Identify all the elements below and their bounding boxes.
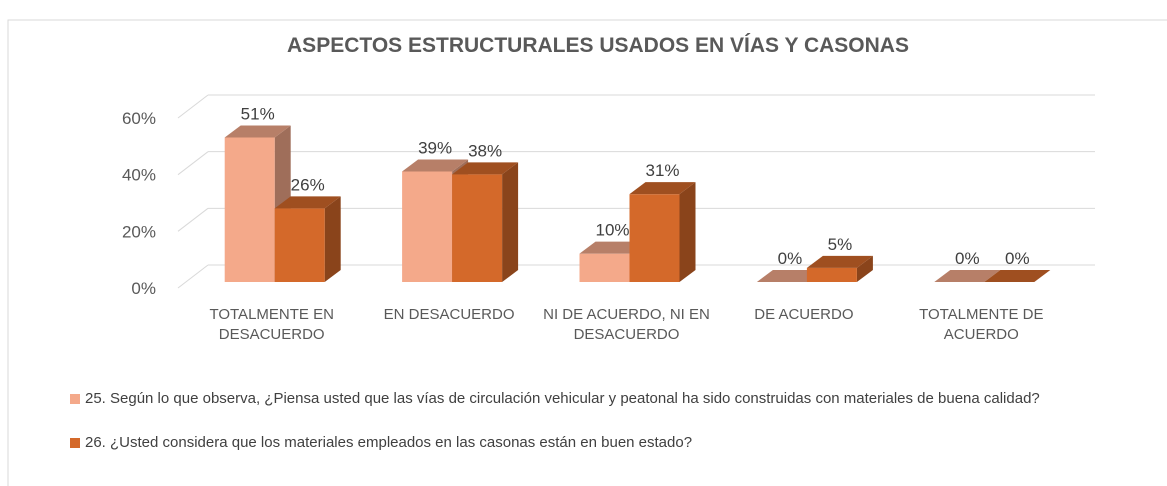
data-label: 0% xyxy=(1005,249,1030,268)
bar-front xyxy=(224,137,275,282)
grid-line-side xyxy=(177,94,209,119)
bar xyxy=(629,182,696,282)
legend-entry: 25. Según lo que observa, ¿Piensa usted … xyxy=(70,388,1155,410)
data-label: 31% xyxy=(645,161,679,180)
bar xyxy=(756,270,823,282)
bar-top xyxy=(274,196,341,209)
bar-front xyxy=(274,208,325,282)
bar-side xyxy=(502,162,519,282)
x-tick-label: EN DESACUERDO xyxy=(383,306,515,323)
data-label: 26% xyxy=(291,175,325,194)
legend-label: 25. Según lo que observa, ¿Piensa usted … xyxy=(85,390,1040,407)
bar xyxy=(452,162,519,282)
x-tick-label: NI DE ACUERDO, NI EN DESACUERDO xyxy=(543,306,710,343)
bar xyxy=(984,270,1051,282)
grid-line-side xyxy=(177,151,209,176)
bar-side xyxy=(856,255,873,282)
data-label: 10% xyxy=(595,221,629,240)
y-tick-label: 60% xyxy=(122,109,156,128)
legend-swatch xyxy=(70,394,80,404)
bar-top xyxy=(402,159,469,172)
data-label: 0% xyxy=(778,249,803,268)
bar-side xyxy=(324,196,341,282)
bar-front xyxy=(579,253,630,282)
bar-side xyxy=(679,182,696,282)
bar-top xyxy=(224,125,291,138)
grid-line-side xyxy=(177,264,209,289)
x-tick-label: DE ACUERDO xyxy=(754,306,854,323)
bar-top xyxy=(934,270,1001,282)
y-tick-label: 0% xyxy=(131,279,156,298)
legend-swatch xyxy=(70,438,80,448)
bar-top xyxy=(756,270,823,282)
x-tick-label: TOTALMENTE EN DESACUERDO xyxy=(209,306,334,343)
bar-top xyxy=(452,162,519,175)
chart-title: ASPECTOS ESTRUCTURALES USADOS EN VÍAS Y … xyxy=(287,34,909,57)
bar-top xyxy=(629,182,696,195)
bar-top xyxy=(579,241,646,254)
y-tick-label: 20% xyxy=(122,222,156,241)
legend-label: 26. ¿Usted considera que los materiales … xyxy=(85,434,693,451)
bar xyxy=(934,270,1001,282)
bar-top xyxy=(806,255,873,268)
data-label: 39% xyxy=(418,139,452,158)
legend-entry: 26. ¿Usted considera que los materiales … xyxy=(70,432,1155,454)
bar-front xyxy=(806,267,857,282)
bar-top xyxy=(984,270,1051,282)
data-label: 5% xyxy=(828,235,853,254)
data-label: 0% xyxy=(955,249,980,268)
bar-front xyxy=(402,171,453,282)
x-tick-label: TOTALMENTE DE ACUERDO xyxy=(919,306,1044,343)
bar-front xyxy=(629,194,680,282)
grid-line-side xyxy=(177,207,209,232)
bar-front xyxy=(452,174,503,282)
data-label: 38% xyxy=(468,141,502,160)
bar xyxy=(806,255,873,282)
bar xyxy=(274,196,341,282)
data-label: 51% xyxy=(241,105,275,124)
y-tick-label: 40% xyxy=(122,166,156,185)
